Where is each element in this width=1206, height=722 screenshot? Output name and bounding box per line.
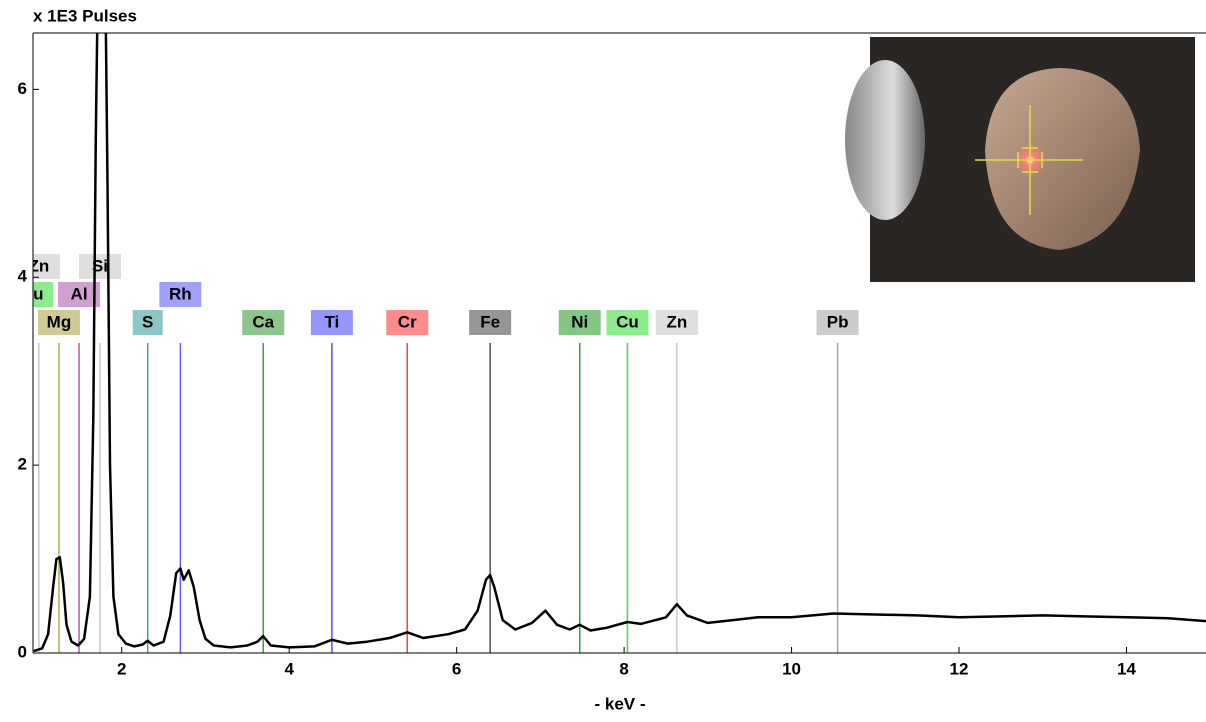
element-label: Al: [71, 284, 88, 303]
spectrum-line: [33, 33, 1206, 653]
element-label-box: [37, 310, 80, 335]
x-tick-label: 4: [284, 659, 294, 678]
x-tick-label: 12: [950, 659, 969, 678]
element-label: S: [142, 312, 153, 331]
element-label: Zn: [666, 312, 687, 331]
element-label: Si: [92, 256, 108, 275]
element-label: Zn: [28, 256, 49, 275]
inset-lens: [845, 60, 925, 220]
element-label-box: [132, 310, 163, 335]
element-label-box: [655, 310, 698, 335]
y-tick-label: 6: [18, 79, 27, 98]
element-label: Ti: [324, 312, 339, 331]
x-tick-label: 14: [1117, 659, 1136, 678]
element-label: Rh: [169, 284, 192, 303]
x-tick-label: 2: [117, 659, 126, 678]
element-label-box: [33, 254, 60, 279]
element-label-box: [816, 310, 859, 335]
inset-object: [985, 68, 1140, 250]
x-tick-label: 10: [782, 659, 801, 678]
element-label: Pb: [827, 312, 849, 331]
element-label: Ca: [252, 312, 274, 331]
element-label-box: [386, 310, 429, 335]
x-tick-label: 8: [619, 659, 628, 678]
y-tick-label: 0: [18, 642, 27, 661]
inset-crosshair: [975, 105, 1083, 215]
element-label-box: [33, 282, 54, 307]
element-label-box: [78, 254, 121, 279]
element-label-box: [606, 310, 649, 335]
y-tick-label: 4: [18, 267, 28, 286]
element-label-box: [558, 310, 601, 335]
element-label: Cu: [616, 312, 639, 331]
element-label: Fe: [480, 312, 500, 331]
camera-inset: [845, 35, 1197, 284]
x-tick-label: 6: [452, 659, 461, 678]
element-label-box: [242, 310, 285, 335]
chart-title: x 1E3 Pulses: [33, 6, 137, 25]
element-label-box: [58, 282, 101, 307]
element-label: Ni: [571, 312, 588, 331]
x-axis-label: - keV -: [594, 694, 645, 713]
element-label: Cr: [398, 312, 417, 331]
element-label-box: [310, 310, 353, 335]
element-label-box: [159, 282, 202, 307]
element-label: Cu: [21, 284, 44, 303]
element-label-box: [469, 310, 512, 335]
element-label: Mg: [47, 312, 72, 331]
y-tick-label: 2: [18, 455, 27, 474]
